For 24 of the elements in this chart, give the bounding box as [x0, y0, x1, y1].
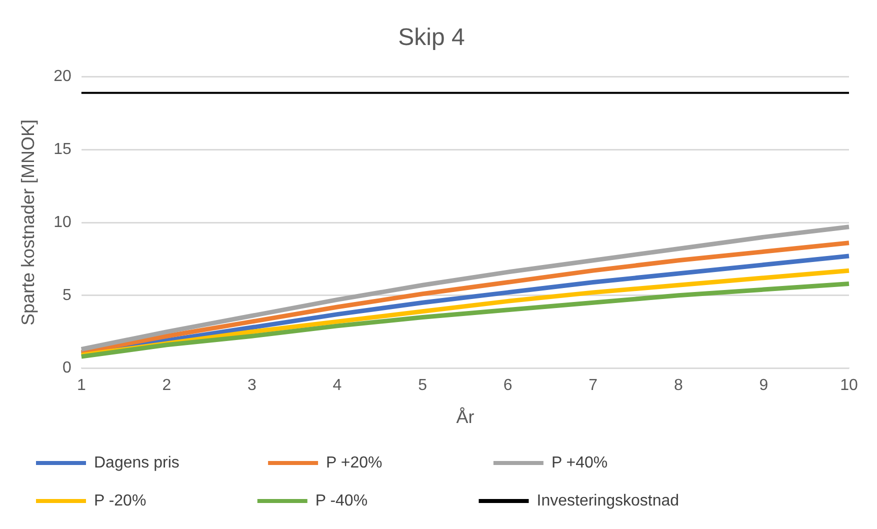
- legend-label: Investeringskostnad: [536, 492, 710, 510]
- x-axis-title: År: [456, 407, 474, 428]
- x-tick-label: 2: [162, 377, 172, 394]
- y-tick-label: 20: [54, 68, 72, 86]
- y-tick-label: 0: [62, 360, 72, 377]
- legend-label: P -20%: [94, 492, 236, 510]
- chart-title: Skip 4: [398, 24, 465, 52]
- x-tick-label: 6: [503, 377, 512, 394]
- x-tick-label: 10: [840, 377, 858, 394]
- y-axis-title: Sparte kostnader [MNOK]: [18, 119, 38, 326]
- legend-label: P +40%: [551, 454, 697, 472]
- y-tick-label: 5: [62, 286, 72, 304]
- x-tick-label: 4: [332, 377, 342, 394]
- x-tick-label: 1: [76, 377, 86, 394]
- x-tick-label: 8: [674, 377, 683, 394]
- x-tick-label: 3: [248, 377, 257, 394]
- legend-label: P -40%: [315, 492, 456, 510]
- x-tick-label: 9: [759, 377, 768, 394]
- legend-label: P +20%: [326, 454, 472, 472]
- x-tick-label: 5: [418, 377, 428, 394]
- x-tick-label: 7: [588, 377, 598, 394]
- y-tick-label: 15: [54, 141, 72, 158]
- legend-label: Dagens pris: [94, 454, 246, 472]
- y-tick-label: 10: [54, 214, 72, 231]
